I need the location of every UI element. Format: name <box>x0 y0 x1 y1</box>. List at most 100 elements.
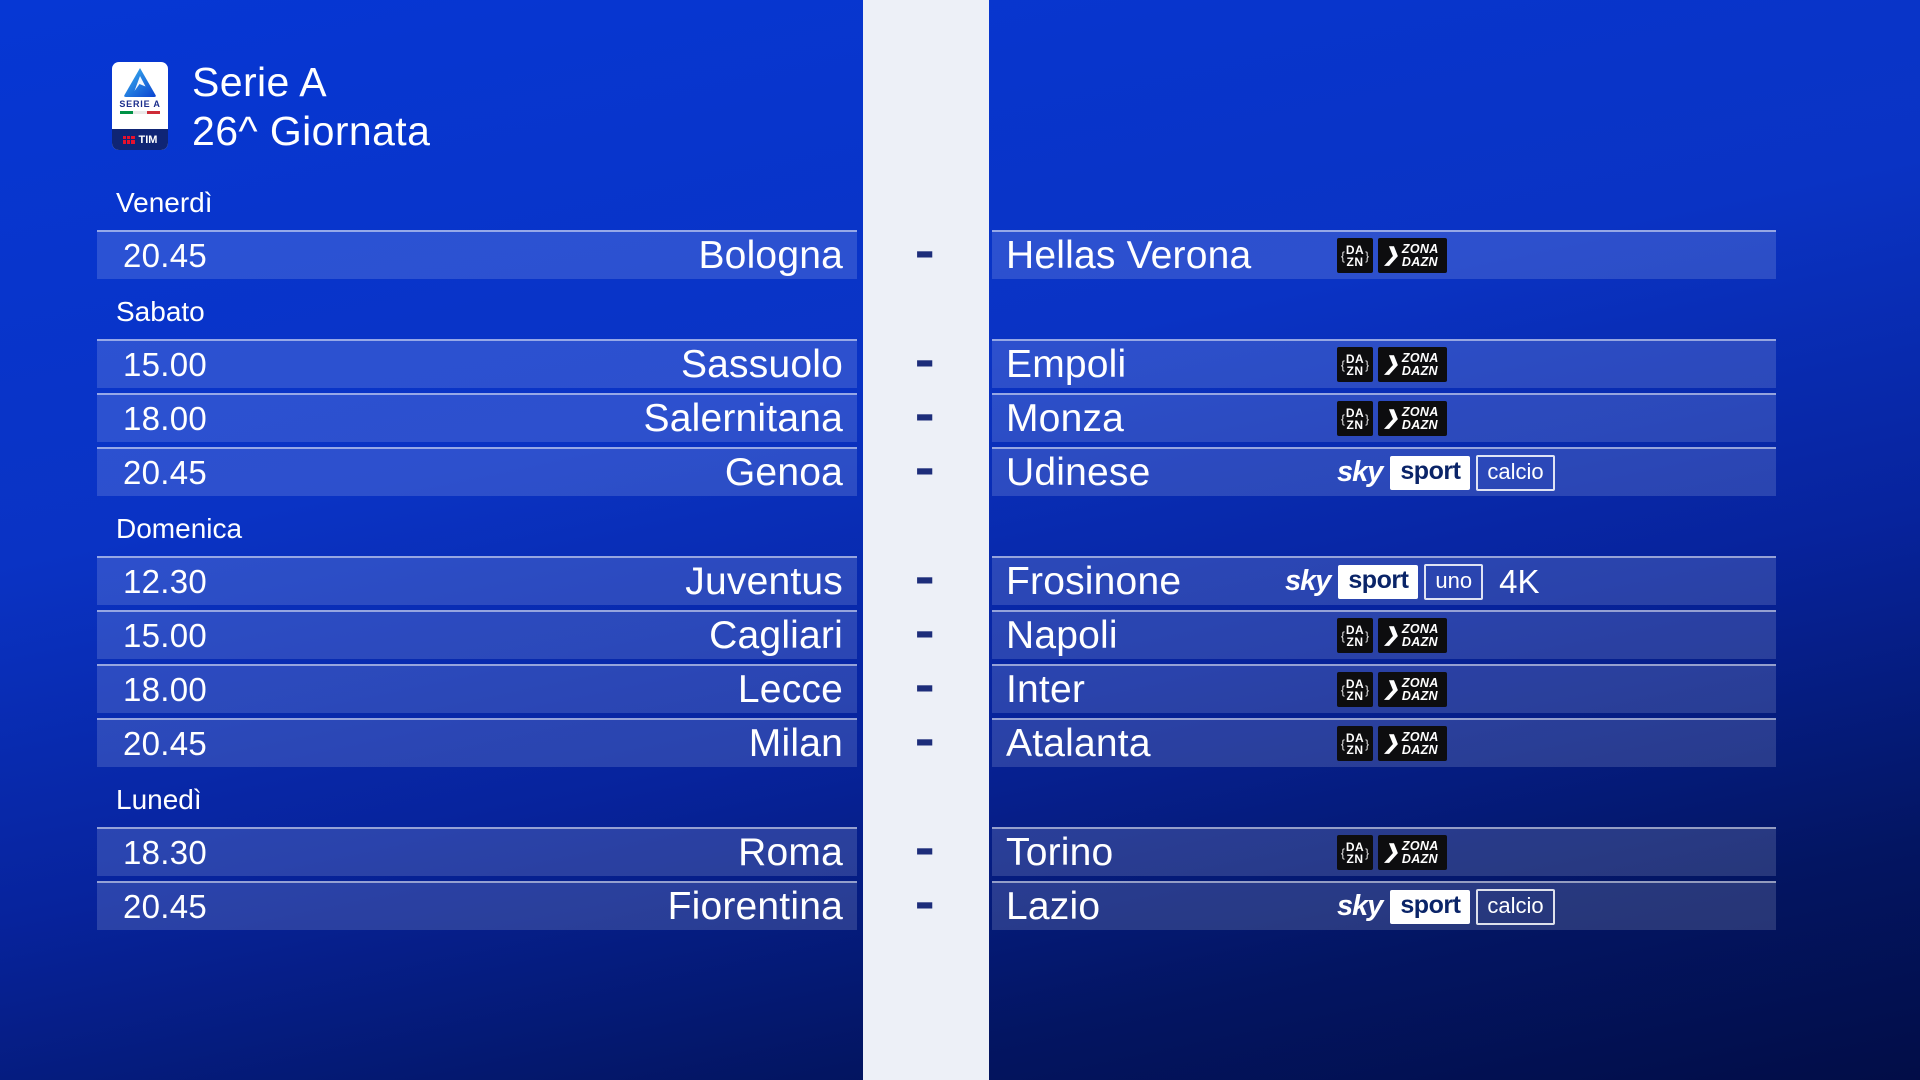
away-team: Hellas Verona <box>1006 233 1252 277</box>
dazn-letters-top: DA <box>1345 351 1365 366</box>
zona-dazn-logo: { DA ZN } ❯ ZONA DAZN <box>1337 618 1447 653</box>
dazn-letters: DA ZN <box>1346 244 1364 268</box>
dazn-letters-top: DA <box>1345 730 1365 745</box>
broadcaster-slot: { DA ZN } ❯ ZONA DAZN <box>1337 341 1447 388</box>
separator-dash: - <box>914 601 935 660</box>
chevron-right-icon: ❯ <box>1383 679 1399 700</box>
dazn-word: DAZN <box>1401 688 1438 703</box>
dazn-icon: { DA ZN } <box>1337 347 1373 382</box>
broadcaster-slot: { DA ZN } ❯ ZONA DAZN <box>1337 829 1447 876</box>
sky-sport-box: sport <box>1390 455 1471 490</box>
day-label: Sabato <box>116 296 205 327</box>
broadcaster-slot: sky sport uno 4K <box>1285 558 1591 605</box>
match-separator-cell: - <box>857 659 992 713</box>
match-time: 15.00 <box>123 616 208 654</box>
dazn-letters-top: DA <box>1345 405 1365 420</box>
broadcaster-slot: { DA ZN } ❯ ZONA DAZN <box>1337 720 1447 767</box>
zona-dazn-icon: ❯ ZONA DAZN <box>1378 835 1447 870</box>
zona-dazn-letters: ZONA DAZN <box>1402 623 1439 648</box>
match-time: 18.30 <box>123 833 208 871</box>
match-row: 20.45 Fiorentina - Lazio sky sport calci… <box>97 876 1776 930</box>
zona-dazn-logo: { DA ZN } ❯ ZONA DAZN <box>1337 401 1447 436</box>
match-left-cell: 12.30 Juventus <box>97 556 857 605</box>
day-label: Venerdì <box>116 187 213 218</box>
match-time: 18.00 <box>123 399 208 437</box>
away-team: Inter <box>1006 667 1086 711</box>
sky-sport-logo: sky sport uno 4K <box>1285 563 1539 601</box>
separator-dash: - <box>914 330 935 389</box>
away-team: Empoli <box>1006 342 1127 386</box>
match-separator-cell: - <box>857 388 992 442</box>
sky-4k-label: 4K <box>1499 562 1540 600</box>
tricolor-white <box>133 111 147 114</box>
dazn-brace-left: { <box>1340 682 1345 697</box>
zona-word: ZONA <box>1401 676 1439 690</box>
home-team: Bologna <box>698 233 843 277</box>
home-team: Juventus <box>685 559 843 603</box>
dazn-icon: { DA ZN } <box>1337 672 1373 707</box>
home-team: Lecce <box>737 667 843 711</box>
broadcaster-slot: { DA ZN } ❯ ZONA DAZN <box>1337 395 1447 442</box>
match-separator-cell: - <box>857 713 992 767</box>
dazn-letters-bottom: ZN <box>1346 688 1364 703</box>
zona-word: ZONA <box>1401 730 1439 744</box>
chevron-right-icon: ❯ <box>1383 354 1399 375</box>
match-left-cell: 18.30 Roma <box>97 827 857 876</box>
away-team: Frosinone <box>1006 559 1182 603</box>
match-row: 20.45 Genoa - Udinese sky sport calcio <box>97 438 1776 497</box>
dazn-word: DAZN <box>1401 363 1438 378</box>
match-left-cell: 18.00 Lecce <box>97 664 857 713</box>
home-team: Salernitana <box>643 396 843 440</box>
dazn-brace-left: { <box>1340 845 1345 860</box>
home-team: Roma <box>738 830 843 874</box>
match-right-cell: Torino { DA ZN } ❯ ZONA <box>992 827 1776 876</box>
chevron-right-icon: ❯ <box>1383 408 1399 429</box>
sky-channel-box: calcio <box>1476 888 1555 925</box>
italy-tricolor-bar <box>120 111 160 114</box>
dazn-brace-left: { <box>1340 736 1345 751</box>
dazn-brace-right: } <box>1365 736 1370 751</box>
zona-dazn-letters: ZONA DAZN <box>1402 677 1439 702</box>
tim-icon <box>122 135 135 144</box>
match-separator-cell: - <box>857 221 992 280</box>
zona-dazn-icon: ❯ ZONA DAZN <box>1378 672 1447 707</box>
dazn-letters: DA ZN <box>1346 353 1364 377</box>
zona-dazn-icon: ❯ ZONA DAZN <box>1378 347 1447 382</box>
dazn-word: DAZN <box>1401 851 1438 866</box>
broadcaster-slot: { DA ZN } ❯ ZONA DAZN <box>1337 612 1447 659</box>
home-team: Milan <box>748 721 843 765</box>
match-row: 18.30 Roma - Torino { DA ZN } <box>97 818 1776 877</box>
home-team: Genoa <box>724 450 843 494</box>
match-separator-cell: - <box>857 551 992 605</box>
dazn-letters-bottom: ZN <box>1346 742 1364 757</box>
zona-dazn-logo: { DA ZN } ❯ ZONA DAZN <box>1337 835 1447 870</box>
dazn-letters-top: DA <box>1345 622 1365 637</box>
match-row: 12.30 Juventus - Frosinone sky sport uno… <box>97 551 1776 605</box>
match-right-cell: Hellas Verona { DA ZN } ❯ ZONA <box>992 230 1776 279</box>
day-label: Domenica <box>116 513 243 544</box>
match-right-cell: Atalanta { DA ZN } ❯ ZONA <box>992 718 1776 767</box>
match-row: 15.00 Cagliari - Napoli { DA ZN } <box>97 601 1776 660</box>
sky-wordmark: sky <box>1285 565 1331 597</box>
match-left-cell: 15.00 Cagliari <box>97 610 857 659</box>
dazn-icon: { DA ZN } <box>1337 618 1373 653</box>
dazn-icon: { DA ZN } <box>1337 238 1373 273</box>
zona-dazn-letters: ZONA DAZN <box>1402 406 1439 431</box>
match-separator-cell: - <box>857 330 992 389</box>
tim-band: TIM <box>112 129 168 150</box>
match-left-cell: 20.45 Milan <box>97 718 857 767</box>
zona-word: ZONA <box>1401 839 1439 853</box>
separator-dash: - <box>914 438 935 497</box>
dazn-icon: { DA ZN } <box>1337 835 1373 870</box>
separator-dash: - <box>914 818 935 877</box>
serie-a-mark-icon <box>124 68 156 97</box>
header: SERIE A TIM Serie A 26^ Giornata <box>112 59 430 156</box>
dazn-brace-right: } <box>1365 628 1370 643</box>
match-row: 15.00 Sassuolo - Empoli { DA ZN } <box>97 330 1776 389</box>
separator-dash: - <box>914 221 935 280</box>
away-team: Lazio <box>1006 884 1101 928</box>
dazn-brace-left: { <box>1340 411 1345 426</box>
day-group: Lunedì 18.30 Roma - Torino { DA ZN } <box>97 783 1776 930</box>
match-right-cell: Udinese sky sport calcio <box>992 447 1776 496</box>
